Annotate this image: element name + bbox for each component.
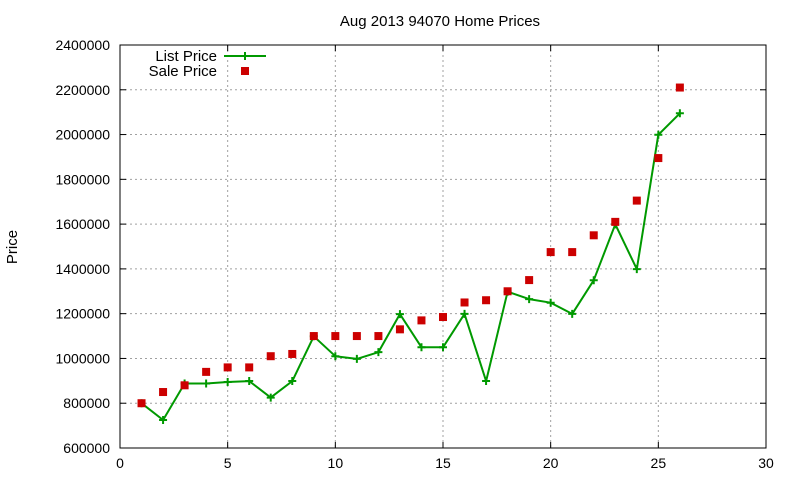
y-tick-label: 600000 bbox=[63, 440, 110, 456]
y-tick-label: 2400000 bbox=[55, 37, 110, 53]
sale-price-point bbox=[417, 316, 426, 325]
sale-price-point bbox=[632, 196, 641, 205]
plot-frame bbox=[119, 44, 767, 449]
sale-price-point bbox=[568, 248, 577, 257]
sale-price-point bbox=[439, 313, 447, 322]
sale-price-point bbox=[223, 363, 232, 372]
y-tick-label: 1600000 bbox=[55, 216, 110, 232]
legend-label-list-price: List Price bbox=[155, 48, 217, 65]
legend-marker-sale-price bbox=[241, 67, 249, 75]
sale-price-point bbox=[137, 399, 146, 408]
list-price-line bbox=[140, 112, 681, 421]
sale-price-point bbox=[374, 332, 383, 341]
y-tick-label: 1800000 bbox=[55, 171, 110, 187]
x-tick-label: 5 bbox=[224, 455, 232, 471]
legend-marker-list-price bbox=[241, 52, 249, 60]
sale-price-point bbox=[266, 352, 275, 361]
x-tick-label: 30 bbox=[758, 455, 774, 471]
sale-price-point bbox=[482, 296, 491, 305]
x-tick-label: 20 bbox=[543, 455, 559, 471]
sale-price-point bbox=[611, 217, 620, 226]
list-price-point bbox=[675, 109, 684, 118]
sale-price-point bbox=[159, 388, 168, 397]
list-price-point bbox=[266, 393, 275, 402]
sale-price-point bbox=[331, 332, 340, 341]
y-tick-label: 2000000 bbox=[55, 127, 110, 143]
y-tick-label: 800000 bbox=[63, 395, 110, 411]
sale-price-point bbox=[654, 154, 663, 163]
list-price-point bbox=[546, 298, 555, 307]
sale-price-point bbox=[309, 332, 318, 341]
list-price-point bbox=[589, 276, 598, 285]
sale-price-point bbox=[288, 349, 297, 358]
legend-label-sale-price: Sale Price bbox=[149, 63, 217, 80]
x-tick-label: 15 bbox=[435, 455, 451, 471]
sale-price-point bbox=[675, 83, 684, 92]
sale-price-point bbox=[525, 276, 534, 285]
sale-price-point bbox=[503, 287, 512, 296]
y-tick-label: 1200000 bbox=[55, 306, 110, 322]
list-price-point bbox=[331, 352, 340, 361]
list-price-point bbox=[460, 309, 469, 318]
plot-series bbox=[137, 83, 684, 425]
list-price-point bbox=[288, 377, 297, 386]
list-price-point bbox=[568, 309, 577, 318]
chart-title: Aug 2013 94070 Home Prices bbox=[340, 13, 540, 30]
sale-price-point bbox=[460, 298, 469, 307]
x-tick-label: 0 bbox=[116, 455, 124, 471]
list-price-point bbox=[395, 310, 404, 319]
list-price-point bbox=[159, 416, 168, 425]
list-price-point bbox=[202, 379, 211, 388]
list-price-point bbox=[632, 265, 641, 274]
list-price-point bbox=[374, 348, 383, 357]
sale-price-point bbox=[352, 332, 361, 341]
list-price-point bbox=[223, 377, 232, 386]
sale-price-point bbox=[180, 381, 189, 390]
x-tick-labels: 0 5 10 15 20 25 30 bbox=[116, 455, 774, 471]
list-price-point bbox=[245, 377, 254, 386]
list-price-point bbox=[417, 343, 426, 352]
x-tick-label: 10 bbox=[328, 455, 344, 471]
sale-price-point bbox=[546, 248, 555, 257]
sale-price-point bbox=[245, 363, 254, 372]
y-tick-label: 2200000 bbox=[55, 82, 110, 98]
list-price-point bbox=[654, 130, 663, 139]
y-tick-labels: 600000 800000 1000000 1200000 1400000 1600000… bbox=[55, 37, 110, 456]
list-price-point bbox=[439, 343, 447, 352]
y-tick-label: 1400000 bbox=[55, 261, 110, 277]
list-price-point bbox=[525, 295, 534, 304]
legend: List Price Sale Price bbox=[149, 48, 266, 80]
sale-price-point bbox=[202, 367, 211, 376]
x-tick-label: 25 bbox=[651, 455, 667, 471]
list-price-point bbox=[482, 377, 491, 386]
sale-price-point bbox=[395, 325, 404, 334]
gridlines bbox=[120, 45, 766, 448]
sale-price-point bbox=[589, 231, 598, 240]
list-price-point bbox=[352, 354, 361, 363]
y-axis-label: Price bbox=[4, 230, 21, 264]
y-tick-label: 1000000 bbox=[55, 350, 110, 366]
